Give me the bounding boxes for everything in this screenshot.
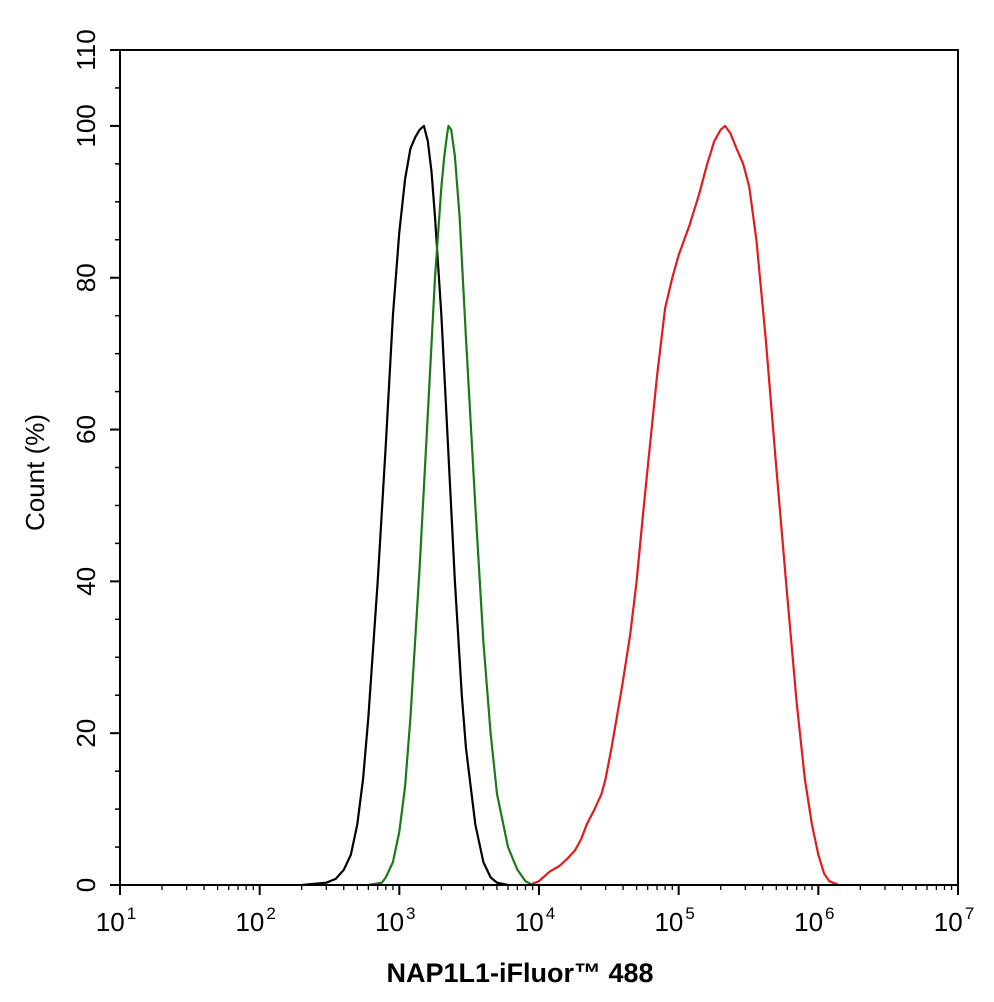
y-tick-label: 100 (71, 104, 101, 147)
histogram-curves (301, 124, 840, 887)
plot-frame (119, 49, 959, 886)
y-tick-label: 110 (71, 29, 101, 70)
y-axis-tick-labels: 0 20 40 60 80 100 110 (71, 29, 101, 892)
x-tick-label: 10 3 (375, 904, 415, 937)
y-tick-label: 20 (71, 719, 101, 748)
y-tick-label: 0 (71, 878, 101, 892)
histogram-curve-1 (301, 124, 509, 887)
y-tick-label: 60 (71, 415, 101, 444)
x-tick-label: 10 5 (654, 904, 694, 937)
y-axis-title: Count (%) (20, 414, 50, 531)
x-axis-tick-labels: 10 1 10 2 10 3 10 4 10 5 10 6 10 7 (96, 904, 974, 937)
y-axis-ticks (110, 49, 120, 886)
x-axis-title: NAP1L1-iFluor™ 488 (386, 958, 653, 988)
x-tick-label: 10 6 (794, 904, 834, 937)
x-tick-label: 10 1 (96, 904, 136, 937)
x-tick-label: 10 4 (515, 904, 555, 937)
histogram-curve-2 (368, 124, 534, 887)
x-tick-label: 10 7 (934, 904, 974, 937)
y-tick-label: 80 (71, 263, 101, 292)
x-tick-label: 10 2 (235, 904, 275, 937)
y-tick-label: 40 (71, 567, 101, 596)
histogram-curve-3 (528, 124, 840, 887)
x-axis-ticks (119, 885, 959, 895)
